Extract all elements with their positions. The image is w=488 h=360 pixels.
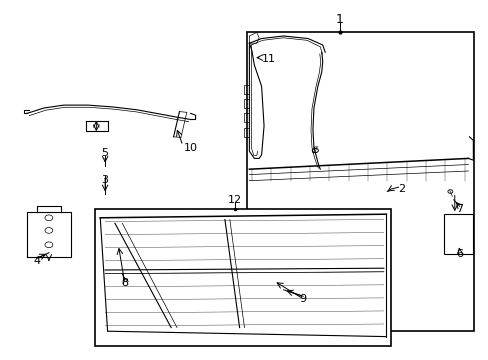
Text: 8: 8	[121, 278, 128, 288]
Text: 3: 3	[102, 175, 108, 185]
Bar	[95, 209, 390, 346]
Text: 9: 9	[299, 294, 306, 304]
Text: 7: 7	[455, 204, 462, 214]
Text: 11: 11	[261, 54, 275, 64]
Bar	[443, 214, 472, 254]
Text: 12: 12	[227, 195, 241, 205]
Text: 1: 1	[335, 13, 343, 26]
Text: 10: 10	[183, 143, 197, 153]
Text: 4: 4	[33, 256, 40, 266]
Text: 5: 5	[102, 148, 108, 158]
Text: 6: 6	[455, 249, 462, 259]
Text: 2: 2	[398, 184, 405, 194]
Bar	[246, 32, 473, 331]
